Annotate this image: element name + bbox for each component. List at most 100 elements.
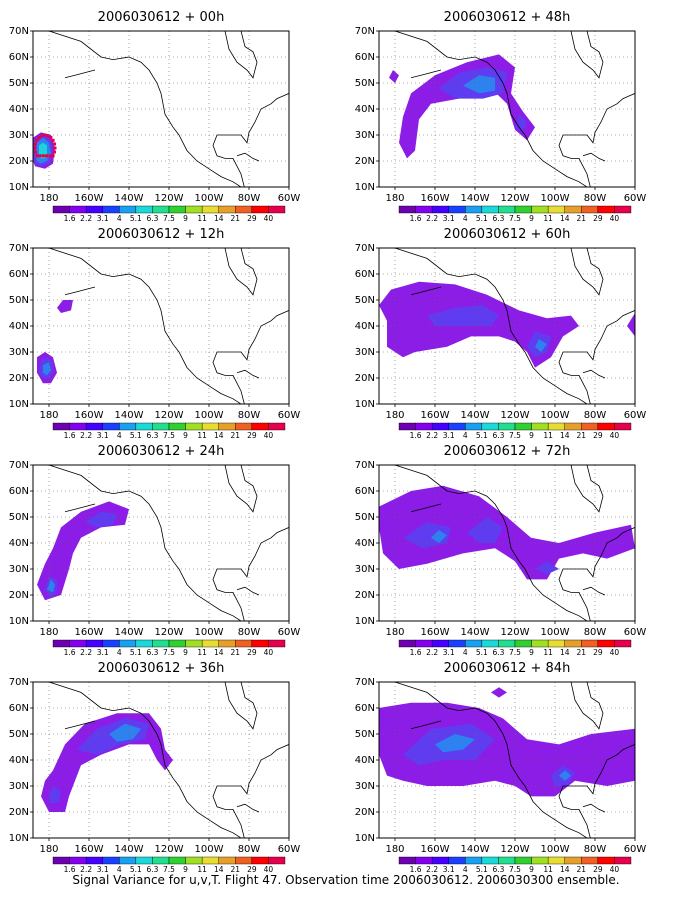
colorbar-swatch — [152, 205, 170, 214]
coastline-2 — [570, 682, 604, 730]
coastline-1 — [212, 744, 289, 838]
colorbar-swatch — [581, 856, 599, 865]
x-tick-label: 140W — [461, 627, 490, 638]
colorbar-swatch — [52, 422, 70, 431]
x-tick-label: 80W — [584, 193, 607, 204]
observation-marker — [51, 138, 55, 142]
colorbar-label: 4 — [463, 865, 468, 874]
colorbar-label: 14 — [214, 431, 224, 440]
colorbar-label: 4 — [117, 214, 122, 223]
colorbar-swatch — [102, 856, 120, 865]
colorbar-swatch — [614, 639, 632, 648]
colorbar-label: 3.1 — [443, 214, 455, 223]
variance-contour-2 — [435, 734, 475, 753]
colorbar-swatch — [85, 856, 103, 865]
x-tick-label: 160W — [75, 410, 104, 421]
x-tick-label: 140W — [461, 844, 490, 855]
colorbar-swatch — [85, 422, 103, 431]
x-tick-label: 160W — [421, 627, 450, 638]
colorbar-label: 11 — [543, 648, 553, 657]
colorbar-label: 21 — [231, 865, 241, 874]
variance-contour-0 — [379, 485, 635, 580]
observation-marker — [35, 154, 39, 158]
coastline-3 — [236, 586, 260, 596]
colorbar-swatch — [135, 856, 153, 865]
colorbar-swatch — [85, 639, 103, 648]
colorbar-swatch — [597, 205, 615, 214]
colorbar-swatch — [547, 639, 565, 648]
colorbar: 1.6 2.2 3.1 4 5.1 6.3 7.5 9 11 14 21 29 40 — [398, 856, 632, 874]
colorbar-label: 2.2 — [80, 865, 92, 874]
colorbar-swatch — [547, 205, 565, 214]
colorbar-label: 3.1 — [97, 431, 109, 440]
colorbar-swatch — [218, 205, 236, 214]
y-tick-label: 50N — [9, 78, 29, 89]
y-tick-label: 10N — [355, 182, 375, 193]
x-tick-label: 140W — [115, 193, 144, 204]
variance-contour-4 — [627, 313, 635, 337]
colorbar-label: 5.1 — [130, 865, 142, 874]
y-tick-label: 40N — [355, 321, 375, 332]
coastline-4 — [64, 286, 96, 296]
y-tick-label: 70N — [355, 243, 375, 254]
y-tick-label: 10N — [9, 616, 29, 627]
coastline-2 — [224, 248, 258, 296]
coastline-2 — [224, 465, 258, 513]
colorbar-label: 2.2 — [426, 431, 438, 440]
colorbar-swatch — [597, 639, 615, 648]
y-tick-label: 50N — [355, 295, 375, 306]
y-tick-label: 70N — [9, 460, 29, 471]
coastline-1 — [558, 93, 635, 187]
y-tick-label: 70N — [355, 677, 375, 688]
panel-content — [33, 31, 289, 187]
x-tick-label: 120W — [155, 844, 184, 855]
colorbar-label: 1.6 — [410, 648, 422, 657]
observation-marker — [48, 154, 52, 158]
y-tick-label: 70N — [355, 26, 375, 37]
panel-content — [379, 31, 635, 187]
colorbar-label: 29 — [247, 648, 257, 657]
colorbar-label: 7.5 — [509, 648, 521, 657]
observation-marker — [33, 146, 37, 150]
y-tick-label: 60N — [355, 269, 375, 280]
map-panel-2: 2006030612 + 12h 10N 20N 30N 40N 50N 60N 70N 180… — [9, 227, 301, 440]
colorbar-swatch — [564, 856, 582, 865]
observation-marker — [40, 134, 44, 138]
y-tick-label: 50N — [9, 729, 29, 740]
colorbar-label: 4 — [117, 431, 122, 440]
y-tick-label: 20N — [355, 373, 375, 384]
colorbar-swatch — [52, 639, 70, 648]
y-tick-label: 10N — [9, 833, 29, 844]
colorbar-label: 1.6 — [410, 431, 422, 440]
y-tick-label: 50N — [355, 512, 375, 523]
colorbar-label: 21 — [231, 431, 241, 440]
colorbar-label: 29 — [593, 648, 603, 657]
colorbar-swatch — [448, 205, 466, 214]
colorbar-swatch — [152, 639, 170, 648]
colorbar-label: 7.5 — [509, 865, 521, 874]
colorbar-label: 5.1 — [476, 648, 488, 657]
colorbar-label: 6.3 — [492, 648, 504, 657]
colorbar-label: 5.1 — [476, 865, 488, 874]
colorbar-swatch — [481, 205, 499, 214]
colorbar-swatch — [581, 639, 599, 648]
y-tick-label: 20N — [9, 807, 29, 818]
colorbar: 1.6 2.2 3.1 4 5.1 6.3 7.5 9 11 14 21 29 40 — [52, 205, 286, 223]
coastline-3 — [582, 586, 606, 596]
y-tick-label: 20N — [9, 156, 29, 167]
x-tick-label: 140W — [461, 410, 490, 421]
y-tick-label: 40N — [355, 538, 375, 549]
colorbar-label: 3.1 — [443, 865, 455, 874]
observation-marker — [33, 150, 37, 154]
colorbar-swatch — [431, 205, 449, 214]
colorbar-label: 1.6 — [410, 214, 422, 223]
colorbar-label: 7.5 — [163, 648, 175, 657]
coastline-4 — [410, 720, 442, 730]
observation-marker — [49, 135, 53, 139]
colorbar-swatch — [69, 856, 87, 865]
coastline-0 — [394, 248, 588, 404]
colorbar-label: 11 — [197, 214, 207, 223]
variance-contour-0 — [37, 501, 129, 601]
x-tick-label: 180 — [385, 844, 404, 855]
colorbar-swatch — [481, 639, 499, 648]
